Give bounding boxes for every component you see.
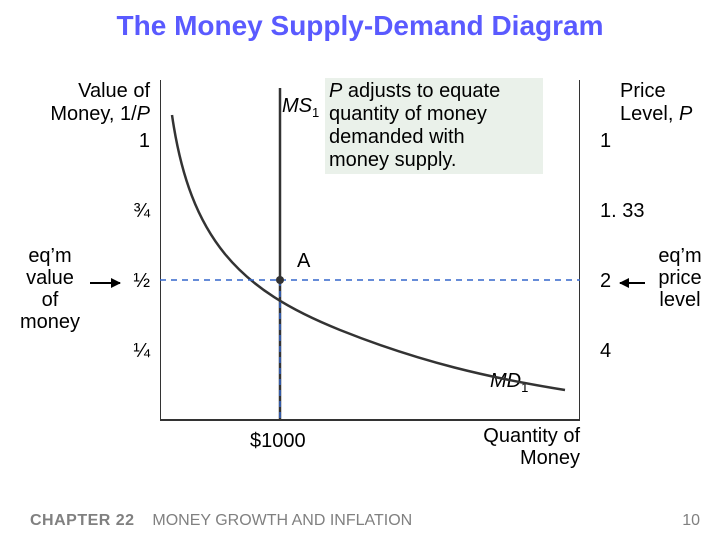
left-tick-075: ¾ [120, 200, 150, 223]
left-axis-title: Value of Money, 1/P [30, 80, 150, 126]
eqm-right-l1: eq’m [658, 245, 701, 267]
md-curve [172, 115, 565, 390]
eqm-right-arrow [620, 282, 645, 284]
left-tick-05: ½ [120, 270, 150, 293]
right-tick-1: 1 [600, 130, 611, 153]
eqm-left-l2: value [26, 267, 74, 289]
left-tick-025: ¼ [120, 340, 150, 363]
right-tick-133: 1. 33 [600, 200, 644, 223]
eqm-left-l1: eq’m [28, 245, 71, 267]
right-tick-2: 2 [600, 270, 611, 293]
right-axis-title-l1: Price [620, 80, 666, 102]
chart-svg [160, 80, 580, 450]
right-axis-title-l2b: P [679, 103, 692, 125]
left-axis-title-l1: Value of [78, 80, 150, 102]
footer-page: 10 [682, 512, 700, 530]
point-a [276, 276, 284, 284]
eqm-value-label: eq’m value of money [10, 245, 90, 333]
slide: The Money Supply-Demand Diagram Value of… [0, 0, 720, 540]
left-axis-title-l2a: Money, 1/ [50, 103, 136, 125]
right-axis-title-l2a: Level, [620, 103, 679, 125]
eqm-left-l4: money [20, 311, 80, 333]
footer-left: CHAPTER 22 MONEY GROWTH AND INFLATION [30, 512, 412, 530]
x-title-l2: Money [520, 447, 580, 469]
left-axis-title-l2b: P [137, 103, 150, 125]
eqm-left-arrow [90, 282, 120, 284]
eqm-price-label: eq’m price level [645, 245, 715, 311]
eqm-right-l2: price [658, 267, 701, 289]
footer-topic: MONEY GROWTH AND INFLATION [152, 512, 412, 529]
right-axis-title: Price Level, P [620, 80, 710, 126]
footer-chapter: CHAPTER 22 [30, 512, 135, 529]
eqm-right-l3: level [659, 289, 700, 311]
slide-title: The Money Supply-Demand Diagram [0, 10, 720, 42]
right-tick-4: 4 [600, 340, 611, 363]
eqm-left-l3: of [42, 289, 59, 311]
left-tick-1: 1 [120, 130, 150, 153]
